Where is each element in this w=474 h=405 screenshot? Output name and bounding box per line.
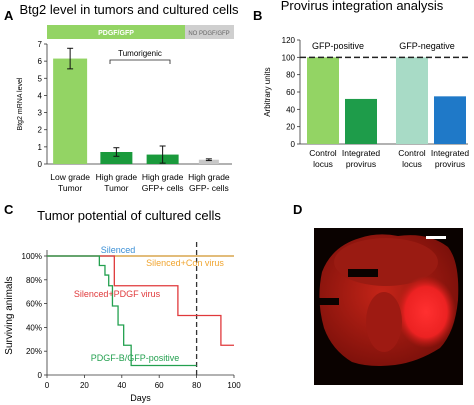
panel-a-category-label: Low grade [50,172,90,182]
gfp-negative-label: GFP-negative [399,41,455,51]
tumorigenic-bracket [109,59,171,64]
brain-fluorescence-image [314,228,463,385]
label-block-lower [319,298,339,305]
gfp-positive-label: GFP-positive [312,41,364,51]
tumorigenic-label: Tumorigenic [118,49,162,58]
panel-b-y-tick-label: 0 [291,140,296,149]
scale-bar [426,236,446,239]
panel-a-y-tick-label: 1 [38,143,43,152]
label-block-upper [348,269,378,277]
panel-b-bar [396,57,428,145]
panel-c-chart: 0 20% 40% 60% 80% 100% 0 20 40 60 80 100 Days Survivi… [4,242,241,403]
panel-c-x-tick-label: 0 [45,381,50,390]
panel-a-legend-gfp: PDGF/GFP [98,30,134,37]
annotation-silenced: Silenced [101,245,136,255]
panel-letter-a: A [4,8,14,23]
panel-c-x-tick-label: 60 [155,381,164,390]
panel-a-category-label: GFP+ cells [142,183,184,193]
panel-a-category-label: Tumor [58,183,82,193]
panel-b-category-label: locus [313,159,333,169]
panel-letter-b: B [253,8,262,23]
annotation-silenced-con-virus: Silenced+Con virus [146,258,224,268]
series-line-pdgf-gfp-positive [47,255,197,367]
annotation-silenced-pdgf-virus: Silenced+PDGF virus [74,289,161,299]
panel-a-y-tick-label: 3 [38,109,43,118]
panel-a-legend-gfp-box [47,25,185,39]
panel-b-category-label: Control [309,148,337,158]
panel-a-bar [53,58,88,165]
panel-b-bar [307,57,339,145]
panel-a-legend-nogfp: NO PDGF/GFP [188,31,229,37]
panel-a-y-axis-label: Btg2 mRNA level [17,77,24,130]
panel-b-title: Provirus integration analysis [281,0,444,13]
panel-c-y-tick-label: 100% [22,252,42,261]
panel-c-y-axis-label: Surviving animals [4,276,15,354]
panel-a-legend-nogfp-box [185,25,234,39]
panel-c-y-tick-label: 60% [26,300,42,309]
panel-letter-d: D [293,202,302,217]
panel-b-category-label: provirus [435,159,465,169]
panel-a-y-tick-label: 0 [38,160,43,169]
panel-c-x-tick-label: 80 [192,381,201,390]
panel-b-y-tick-label: 100 [282,53,296,62]
panel-c-title: Tumor potential of cultured cells [37,208,221,223]
panel-letter-c: C [4,202,14,217]
panel-b-category-label: locus [402,159,422,169]
panel-c-y-tick-label: 40% [26,323,42,332]
panel-c-x-tick-label: 100 [227,381,241,390]
panel-b-y-axis-label: Arbitrary units [263,67,272,116]
panel-c-y-tick-label: 20% [26,347,42,356]
panel-b-category-label: Control [398,148,426,158]
panel-c-x-axis-label: Days [130,393,151,403]
panel-a-category-label: High grade [142,172,184,182]
panel-a-bar [100,152,133,164]
panel-a-bar [198,159,219,164]
panel-b-bar [434,96,466,144]
panel-a-y-tick-label: 6 [38,57,43,66]
panel-b-y-tick-label: 20 [286,123,295,132]
panel-c-y-tick-label: 0 [38,371,43,380]
panel-a-category-label: High grade [188,172,230,182]
panel-a-y-tick-label: 5 [38,74,43,83]
panel-a-category-label: Tumor [104,183,128,193]
panel-b-category-label: provirus [346,159,376,169]
tumor-region [396,276,456,348]
panel-b-bar [345,98,377,144]
panel-a-y-tick-label: 4 [38,91,43,100]
panel-b-category-label: Integrated [431,148,470,158]
panel-a-category-label: GFP- cells [189,183,229,193]
annotation-pdgf-gfp-positive: PDGF-B/GFP-positive [91,353,180,363]
panel-c-x-tick-label: 20 [80,381,89,390]
panel-a-category-label: High grade [96,172,138,182]
panel-b-y-tick-label: 60 [286,88,295,97]
panel-a-y-tick-label: 7 [38,40,43,49]
panel-b-y-tick-label: 40 [286,105,295,114]
brainstem-region [366,292,402,352]
panel-c-y-tick-label: 80% [26,276,42,285]
series-line-silenced-pdgf-virus [47,255,234,346]
panel-b-y-tick-label: 120 [282,36,296,45]
panel-b-y-tick-label: 80 [286,71,295,80]
panel-b-category-label: Integrated [342,148,381,158]
panel-a-title: Btg2 level in tumors and cultured cells [20,2,239,17]
panel-c-x-tick-label: 40 [117,381,126,390]
panel-a-y-tick-label: 2 [38,126,43,135]
